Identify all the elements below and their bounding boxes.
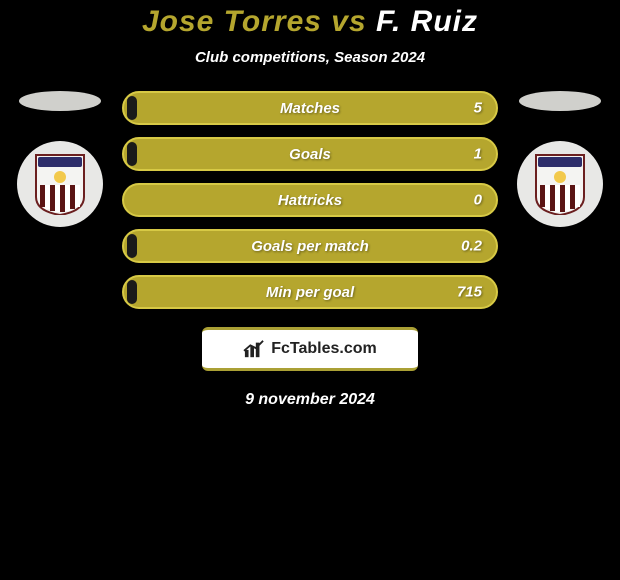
stat-value-right: 1 <box>474 146 482 163</box>
body-row: Matches 5 Goals 1 Hattricks 0 Goals per … <box>0 91 620 309</box>
stat-left-fill <box>127 142 137 166</box>
stat-value-right: 0 <box>474 192 482 209</box>
title-vs: vs <box>331 5 366 38</box>
subtitle: Club competitions, Season 2024 <box>0 49 620 66</box>
stat-left-fill <box>127 280 137 304</box>
title-left-name: Jose Torres <box>142 5 322 38</box>
stat-value-right: 5 <box>474 100 482 117</box>
stat-bar-min-per-goal: Min per goal 715 <box>122 275 498 309</box>
stat-bar-hattricks: Hattricks 0 <box>122 183 498 217</box>
stat-label: Matches <box>280 100 340 117</box>
left-player-placeholder <box>19 91 101 111</box>
branding-text: FcTables.com <box>271 340 377 358</box>
right-player-placeholder <box>519 91 601 111</box>
stat-label: Min per goal <box>266 284 354 301</box>
stat-left-fill <box>127 234 137 258</box>
title-right-name: F. Ruiz <box>376 5 478 38</box>
bar-chart-icon <box>243 339 265 359</box>
stat-bar-goals: Goals 1 <box>122 137 498 171</box>
stat-label: Goals <box>289 146 331 163</box>
date-line: 9 november 2024 <box>0 391 620 409</box>
stat-label: Goals per match <box>251 238 369 255</box>
stat-left-fill <box>127 96 137 120</box>
comparison-card: Jose Torres vs F. Ruiz Club competitions… <box>0 0 620 409</box>
right-column <box>500 91 620 227</box>
page-title: Jose Torres vs F. Ruiz <box>0 5 620 39</box>
stat-value-right: 715 <box>457 284 482 301</box>
shield-icon <box>534 153 586 215</box>
shield-icon <box>34 153 86 215</box>
left-club-badge <box>17 141 103 227</box>
stat-label: Hattricks <box>278 192 342 209</box>
right-club-badge <box>517 141 603 227</box>
stat-value-right: 0.2 <box>461 238 482 255</box>
branding-pill[interactable]: FcTables.com <box>202 327 418 371</box>
stats-column: Matches 5 Goals 1 Hattricks 0 Goals per … <box>120 91 500 309</box>
left-column <box>0 91 120 227</box>
stat-bar-matches: Matches 5 <box>122 91 498 125</box>
stat-bar-goals-per-match: Goals per match 0.2 <box>122 229 498 263</box>
